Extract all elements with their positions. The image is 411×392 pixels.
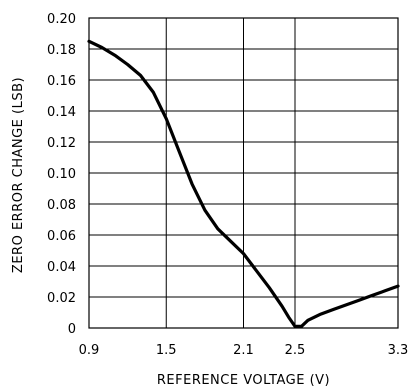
y-tick-label: 0.16: [47, 74, 76, 89]
plot-frame: [88, 17, 399, 329]
grid: [88, 17, 399, 329]
x-tick-label: 2.5: [285, 343, 306, 358]
x-tick-label: 1.5: [156, 343, 177, 358]
x-axis-title: REFERENCE VOLTAGE (V): [157, 373, 330, 388]
x-axis-ticks: 0.9 1.5 2.1 2.5 3.3: [79, 343, 409, 358]
y-tick-label: 0.12: [47, 136, 76, 151]
y-tick-label: 0.02: [47, 291, 76, 306]
x-tick-label: 3.3: [388, 343, 409, 358]
y-tick-label: 0.20: [47, 12, 76, 27]
series-layer: [87, 39, 400, 328]
y-axis-title: ZERO ERROR CHANGE (LSB): [11, 77, 26, 273]
y-tick-label: 0.04: [47, 260, 76, 275]
y-tick-label: 0.06: [47, 229, 76, 244]
y-tick-label: 0.14: [47, 105, 76, 120]
y-tick-label: 0.08: [47, 198, 76, 213]
y-tick-label: 0: [68, 322, 76, 337]
x-tick-label: 2.1: [233, 343, 254, 358]
y-axis-ticks: 0 0.02 0.04 0.06 0.08 0.10 0.12 0.14 0.16 0.18 0.2…: [47, 12, 76, 337]
x-tick-label: 0.9: [79, 343, 100, 358]
series-line: [87, 39, 400, 328]
y-tick-label: 0.10: [47, 167, 76, 182]
y-tick-label: 0.18: [47, 43, 76, 58]
